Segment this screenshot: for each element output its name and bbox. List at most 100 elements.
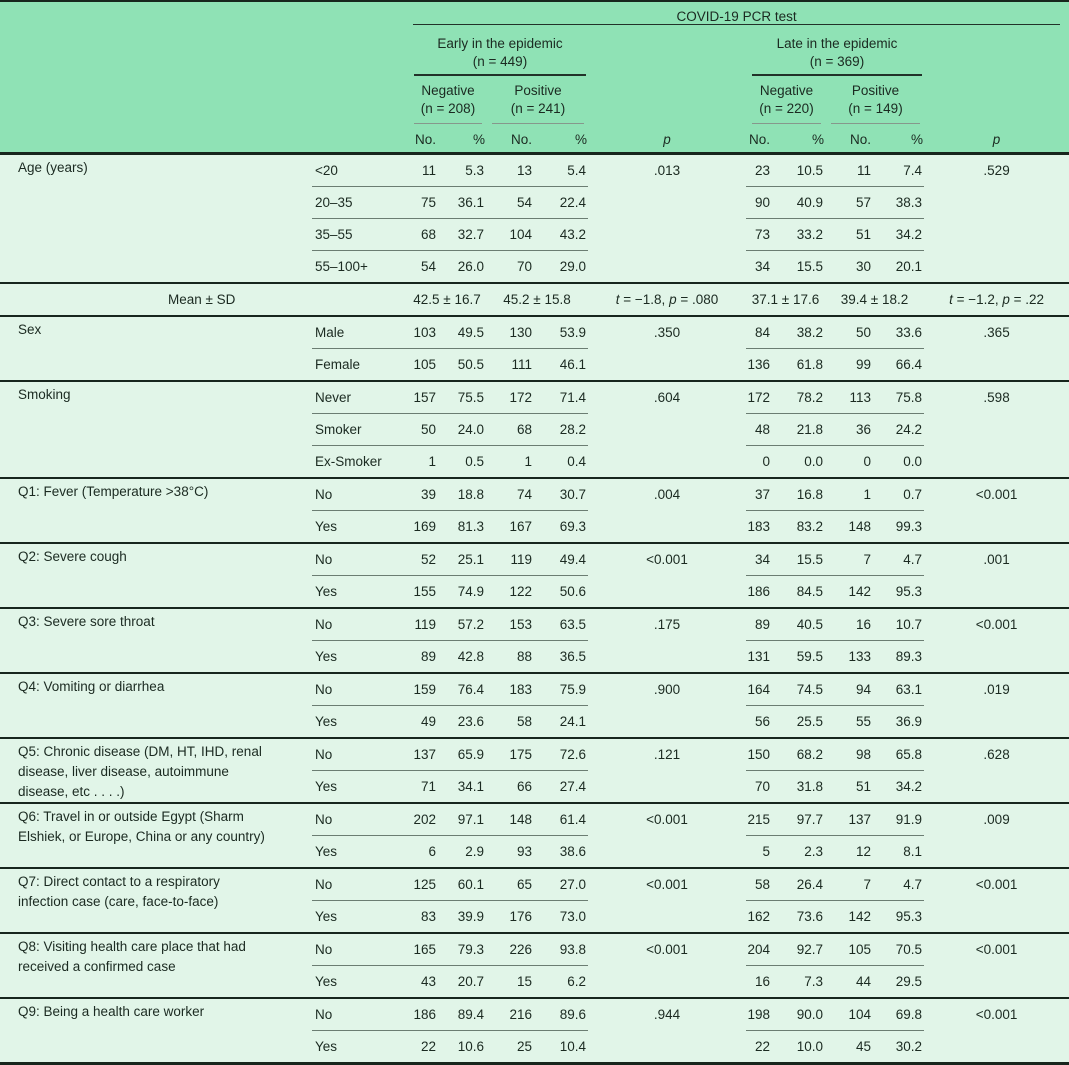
value-cell: 157	[408, 379, 438, 414]
value-cell: 72.6	[534, 736, 588, 771]
value-cell: 10.5	[772, 152, 825, 187]
category-label-line: Q1: Fever (Temperature >38°C)	[18, 483, 209, 499]
category-label-line: infection case (care, face-to-face)	[18, 893, 219, 909]
p-value-cell: .175	[588, 606, 746, 673]
value-cell: 198	[746, 996, 772, 1031]
value-cell: 54	[486, 186, 534, 219]
value-cell: 20.7	[438, 965, 486, 998]
category-label: Q2: Severe cough	[0, 541, 312, 608]
subcategory-label: No	[312, 606, 408, 641]
spacer-cell	[0, 76, 408, 127]
value-cell: 26.0	[438, 250, 486, 283]
value-cell: 84.5	[772, 575, 825, 608]
mean-value-cell: 42.5 ± 16.7	[408, 281, 486, 317]
value-cell: 42.8	[438, 640, 486, 673]
value-cell: 73.0	[534, 900, 588, 933]
value-cell: 0	[825, 445, 873, 478]
value-cell: 99	[825, 348, 873, 381]
table-row: 35–55 68 32.7 104 43.2 73 33.2 51 34.2	[0, 218, 1069, 251]
value-cell: 69.8	[873, 996, 924, 1031]
value-cell: 26.4	[772, 866, 825, 901]
value-cell: 66.4	[873, 348, 924, 381]
value-cell: 159	[408, 671, 438, 706]
p-value-cell: .529	[924, 152, 1069, 283]
value-cell: 202	[408, 801, 438, 836]
value-cell: 37	[746, 476, 772, 511]
value-cell: 50	[825, 314, 873, 349]
value-cell: 90	[746, 186, 772, 219]
value-cell: 175	[486, 736, 534, 771]
subcategory-label: 55–100+	[312, 250, 408, 283]
value-cell: 162	[746, 900, 772, 933]
value-cell: 68	[408, 218, 438, 251]
subgroup-n: (n = 149)	[848, 101, 903, 116]
subcategory-label: Yes	[312, 1030, 408, 1062]
value-cell: 172	[746, 379, 772, 414]
table-row: 55–100+ 54 26.0 70 29.0 34 15.5 30 20.1	[0, 250, 1069, 283]
value-cell: 16	[825, 606, 873, 641]
value-cell: 61.8	[772, 348, 825, 381]
value-cell: 164	[746, 671, 772, 706]
subgroup-late-positive-cell: Positive (n = 149)	[825, 76, 924, 127]
value-cell: 29.5	[873, 965, 924, 998]
table-row-mean: Mean ± SD 42.5 ± 16.7 45.2 ± 15.8 t = −1.8,…	[0, 281, 1069, 317]
mean-label: Mean ± SD	[0, 281, 408, 317]
value-cell: 75.5	[438, 379, 486, 414]
value-cell: 74	[486, 476, 534, 511]
value-cell: 71	[408, 770, 438, 803]
value-cell: 119	[408, 606, 438, 641]
value-cell: 113	[825, 379, 873, 414]
value-cell: 183	[486, 671, 534, 706]
group-early: Early in the epidemic (n = 449)	[414, 32, 586, 76]
col-header-no: No.	[746, 127, 772, 155]
value-cell: 15.5	[772, 541, 825, 576]
p-value-cell: <0.001	[924, 931, 1069, 998]
value-cell: 4.7	[873, 866, 924, 901]
subgroup-n: (n = 241)	[510, 101, 566, 116]
value-cell: 66	[486, 770, 534, 803]
p-value-cell: .604	[588, 379, 746, 478]
value-cell: 50	[408, 413, 438, 446]
value-cell: 60.1	[438, 866, 486, 901]
subcategory-label: 20–35	[312, 186, 408, 219]
subgroup-label: Negative	[759, 83, 814, 98]
col-header-pct: %	[534, 127, 588, 155]
value-cell: 10.4	[534, 1030, 588, 1062]
value-cell: 57.2	[438, 606, 486, 641]
subcategory-label: Yes	[312, 510, 408, 543]
category-label: Smoking	[0, 379, 312, 478]
value-cell: 30	[825, 250, 873, 283]
table-row: Q2: Severe cough No 52 25.1 119 49.4 <0.001 34 1…	[0, 541, 1069, 608]
value-cell: 34	[746, 541, 772, 576]
value-cell: 10.0	[772, 1030, 825, 1062]
value-cell: 36.5	[534, 640, 588, 673]
category-label-line: Q8: Visiting health care place that had	[18, 938, 246, 954]
value-cell: 18.8	[438, 476, 486, 511]
subgroup-early-positive-cell: Positive (n = 241)	[486, 76, 588, 127]
value-cell: 0.5	[438, 445, 486, 478]
group-late: Late in the epidemic (n = 369)	[752, 32, 922, 76]
subcategory-label: Female	[312, 348, 408, 381]
value-cell: 7.3	[772, 965, 825, 998]
category-label: Q1: Fever (Temperature >38°C)	[0, 476, 312, 543]
value-cell: 22	[746, 1030, 772, 1062]
p-value-cell: .350	[588, 314, 746, 381]
table-header: COVID-19 PCR test Early in the epidemic …	[0, 2, 1069, 155]
subcategory-label: Ex-Smoker	[312, 445, 408, 478]
p-value-cell: .019	[924, 671, 1069, 738]
value-cell: 69.3	[534, 510, 588, 543]
value-cell: 33.6	[873, 314, 924, 349]
p-value-cell: .013	[588, 152, 746, 283]
value-cell: 49	[408, 705, 438, 738]
category-label: Q8: Visiting health care place that had r…	[0, 931, 312, 998]
value-cell: 89.4	[438, 996, 486, 1031]
subcategory-label: Yes	[312, 770, 408, 803]
table-row: Ex-Smoker 1 0.5 1 0.4 0 0.0 0 0.0	[0, 445, 1069, 478]
p-value-cell: .598	[924, 379, 1069, 478]
value-cell: 133	[825, 640, 873, 673]
value-cell: 34.2	[873, 770, 924, 803]
value-cell: 2.9	[438, 835, 486, 868]
value-cell: 94	[825, 671, 873, 706]
subcategory-label: No	[312, 476, 408, 511]
